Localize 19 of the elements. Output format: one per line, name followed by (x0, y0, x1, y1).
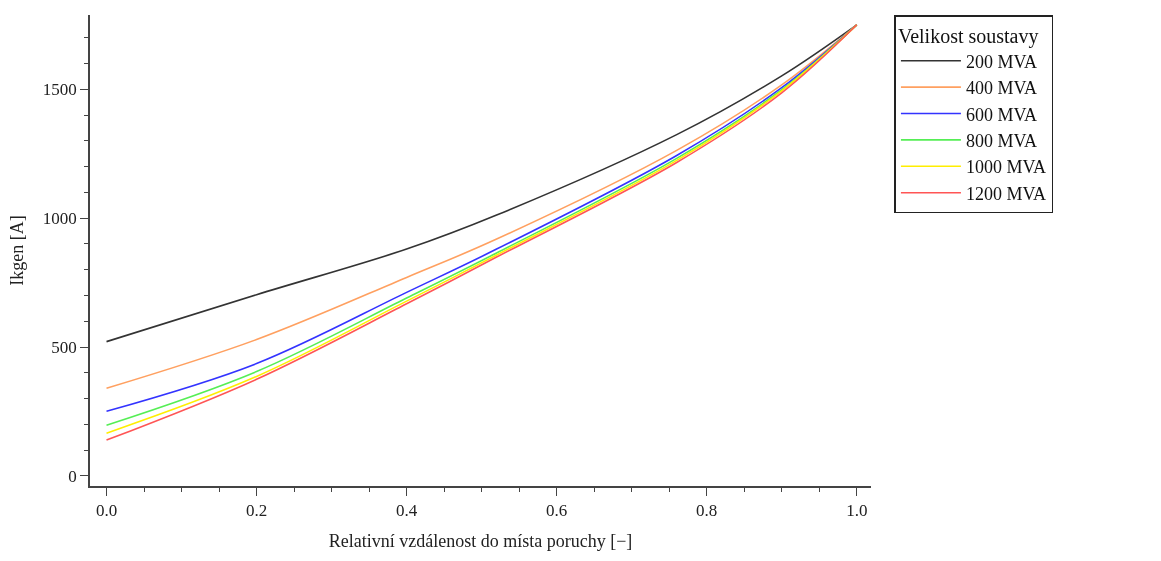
legend-label: 800 MVA (965, 130, 1038, 151)
y-axis-title: Ikgen [A] (6, 215, 27, 286)
y-tick-label: 500 (51, 338, 77, 357)
x-tick-label: 0.6 (546, 501, 568, 521)
x-tick-label: 0.0 (95, 501, 118, 521)
x-tick-label: 0.8 (696, 501, 718, 521)
x-tick-label: 1.0 (846, 501, 868, 521)
x-tick-label: 0.2 (245, 501, 268, 521)
legend-label: 1000 MVA (965, 157, 1047, 178)
legend-title: Velikost soustavy (897, 24, 1039, 48)
legend-label: 600 MVA (965, 104, 1038, 125)
legend-label: 400 MVA (965, 78, 1038, 99)
y-tick-label: 0 (68, 466, 77, 486)
x-tick-label: 0.4 (395, 501, 418, 521)
legend-label: 200 MVA (965, 51, 1038, 72)
y-tick-label: 1500 (42, 80, 77, 100)
legend-label: 1200 MVA (965, 183, 1047, 204)
x-axis-title: Relativní vzdálenost do místa poruchy [−] (328, 530, 633, 551)
y-tick-label: 1000 (42, 209, 77, 229)
